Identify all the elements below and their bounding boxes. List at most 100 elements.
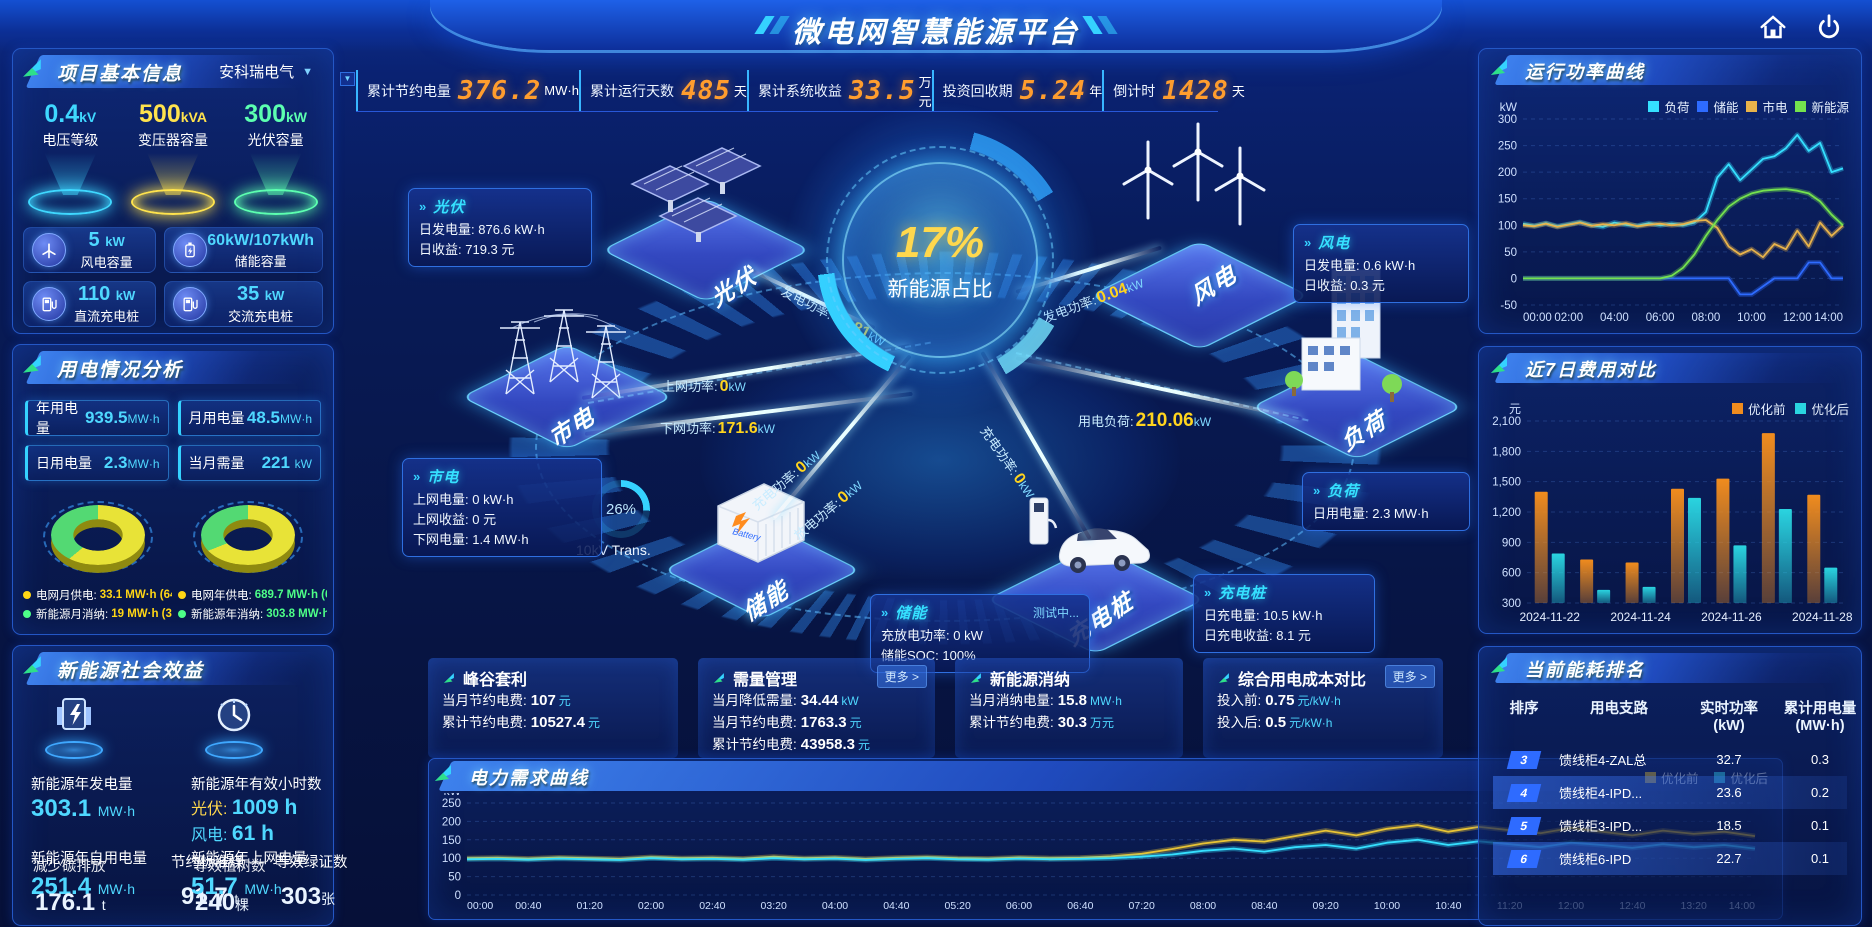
svg-text:元: 元 (1509, 402, 1521, 416)
svg-text:kW: kW (444, 793, 462, 798)
svg-text:12:00: 12:00 (1783, 312, 1812, 324)
benefit-certs-value: 303张 (281, 883, 336, 910)
svg-text:1,800: 1,800 (1492, 446, 1521, 458)
panel-corner-icon (1491, 357, 1507, 373)
flag-icon (971, 673, 981, 683)
svg-text:06:40: 06:40 (1067, 900, 1093, 912)
legend-before-opt: 优化前 (1731, 399, 1785, 418)
panel-social-benefits: 新能源社会效益 新能源年发电量 303.1 MW·h 新能源年有效小时数 光伏:… (12, 645, 348, 926)
renewable-ratio-hub: 17% 新能源占比 (780, 100, 1100, 420)
svg-text:02:00: 02:00 (638, 900, 664, 912)
chevron-right-icon: » (1304, 235, 1312, 250)
panel-usage-analysis: 用电情况分析 年用电量 939.5MW·h 月用电量 48.5MW·h 日用电量… (12, 344, 334, 635)
kpi-run-days: 累计运行天数 485 天 (578, 70, 747, 111)
column-header-power: 实时功率 (kW) (1700, 701, 1758, 734)
svg-text:300: 300 (1498, 114, 1517, 126)
panel-title: 运行功率曲线 (1525, 62, 1645, 82)
metric-card-demand: 需量管理 更多 > 当月降低需量: 34.44 kW 当月节约电费: 1763.3 元 … (698, 658, 935, 758)
benefit-hours-label: 新能源年有效小时数 (191, 777, 322, 793)
grid-info-card: » 市电 上网电量: 0 kW·h 上网收益: 0 元 下网电量: 1.4 MW·… (402, 458, 602, 557)
svg-text:10:40: 10:40 (1435, 900, 1461, 912)
pv-info-card: » 光伏 日发电量: 876.6 kW·h 日收益: 719.3 元 (408, 188, 592, 267)
svg-text:00:40: 00:40 (515, 900, 541, 912)
chevron-right-icon: » (413, 469, 421, 484)
home-icon[interactable] (1758, 12, 1788, 42)
flag-icon (444, 673, 454, 683)
benefit-gen-value: 303.1 MW·h (31, 795, 136, 822)
wind-turbine-icon (32, 233, 66, 267)
svg-text:06:00: 06:00 (1006, 900, 1032, 912)
table-row[interactable]: 5 馈线柜3-IPD... 18.5 0.1 (1493, 809, 1847, 842)
svg-text:1,500: 1,500 (1492, 477, 1521, 489)
benefit-hours-wind: 风电: 61 h (191, 822, 274, 845)
more-button[interactable]: 更多 > (876, 665, 927, 688)
more-button[interactable]: 更多 > (1384, 665, 1435, 688)
panel-title: 项目基本信息 (57, 64, 184, 85)
svg-text:04:00: 04:00 (1600, 312, 1629, 324)
svg-text:08:40: 08:40 (1251, 900, 1277, 912)
svg-text:14:00: 14:00 (1814, 312, 1843, 324)
svg-text:2024-11-28: 2024-11-28 (1792, 610, 1853, 624)
panel-corner-icon (23, 355, 41, 373)
legend-storage: 储能 (1697, 97, 1738, 116)
svg-text:150: 150 (442, 835, 461, 847)
ev-charging-icon (1029, 497, 1150, 573)
solar-panels-icon (630, 147, 762, 242)
panel-title: 用电情况分析 (57, 360, 184, 381)
column-header-energy: 累计用电量 (MW·h) (1783, 701, 1857, 734)
panel-corner-icon (435, 765, 451, 781)
legend-load: 负荷 (1648, 97, 1689, 116)
table-row[interactable]: 3 馈线柜4-ZAL总 32.7 0.3 (1493, 743, 1847, 776)
load-info-card: » 负荷 日用电量: 2.3 MW·h (1302, 472, 1470, 531)
panel-title: 新能源社会效益 (57, 661, 205, 682)
svg-text:2,100: 2,100 (1492, 416, 1521, 428)
svg-text:2024-11-22: 2024-11-22 (1519, 610, 1580, 624)
svg-text:03:20: 03:20 (761, 900, 787, 912)
legend-grid-month: 电网月供电:33.1 MW·h (64%) (23, 587, 172, 603)
charger-info-card: » 充电桩 日充电量: 10.5 kW·h 日充电收益: 8.1 元 (1193, 574, 1375, 653)
chevron-right-icon: » (881, 605, 889, 620)
svg-text:08:00: 08:00 (1691, 312, 1720, 324)
kpi-payback: 投资回收期 5.24 年 (931, 70, 1102, 111)
company-select[interactable]: 安科瑞电气 ▼ (219, 64, 313, 81)
table-row[interactable]: 4 馈线柜4-IPD... 23.6 0.2 (1493, 776, 1847, 809)
usage-stat-demand: 当月需量 221 kW (177, 445, 321, 481)
kpi-countdown: 倒计时 1428 天 (1102, 70, 1245, 111)
chevron-down-icon: ▼ (302, 65, 313, 78)
svg-text:05:20: 05:20 (945, 900, 971, 912)
kpi-bar: 累计节约电量 376.2 MW·h 累计运行天数 485 天 累计系统收益 33… (356, 70, 1245, 112)
power-icon[interactable] (1814, 12, 1844, 42)
svg-text:100: 100 (442, 853, 461, 865)
capacity-card-ac-charger: 35 kW 交流充电桩 (164, 281, 323, 327)
panel-corner-icon (1491, 59, 1507, 75)
svg-text:01:20: 01:20 (577, 900, 603, 912)
usage-stat-month: 月用电量 48.5MW·h (177, 400, 321, 436)
table-row[interactable]: 6 馈线柜6-IPD 22.7 0.1 (1493, 842, 1847, 875)
benefit-trees-label: 等效植树数 (193, 859, 266, 875)
flag-icon (1219, 673, 1229, 683)
pedestal-pv: 300kW 光伏容量 (227, 100, 325, 215)
svg-text:0: 0 (455, 890, 461, 902)
svg-text:600: 600 (1502, 568, 1521, 580)
chevron-right-icon: » (1204, 585, 1212, 600)
metric-card-consumption: 新能源消纳 当月消纳电量: 15.8 MW·h 累计节约电费: 30.3 万元 (955, 658, 1183, 758)
benefit-co2-label: 减少碳排放 (33, 859, 106, 875)
microgrid-scene: Battery (340, 0, 1783, 927)
energy-ranking-table: 排序 用电支路 实时功率 (kW) 累计用电量 (MW·h) 3 馈线柜4-ZAL总… (1493, 691, 1856, 875)
svg-text:02:40: 02:40 (699, 900, 725, 912)
panel-power-curve: 运行功率曲线 负荷 储能 市电 新能源 -50 0 50 100 150 200 250 30… (1478, 48, 1862, 334)
benefit-trees-value: 240棵 (195, 889, 250, 916)
capacity-card-storage: 60kW/107kWh 储能容量 (164, 227, 323, 273)
svg-text:10:00: 10:00 (1374, 900, 1400, 912)
panel-title: 电力需求曲线 (469, 768, 589, 788)
kpi-energy-saved: 累计节约电量 376.2 MW·h (356, 70, 579, 111)
donut-year-supply (193, 497, 303, 575)
svg-text:2024-11-26: 2024-11-26 (1701, 610, 1762, 624)
top-banner: 微电网智慧能源平台 (0, 0, 1872, 52)
benefit-coal-value: 91.7 t (181, 883, 239, 910)
panel-project-info: 项目基本信息 安科瑞电气 ▼ 0.4kV 电压等级 500kVA 变压器容量 3… (12, 48, 334, 334)
power-tower-icon (499, 309, 627, 399)
collapse-stats-button[interactable]: ▼ (340, 72, 355, 86)
legend-renewable-year: 新能源年消纳:303.8 MW·h (31%) (178, 606, 327, 622)
legend-grid: 市电 (1746, 97, 1787, 116)
